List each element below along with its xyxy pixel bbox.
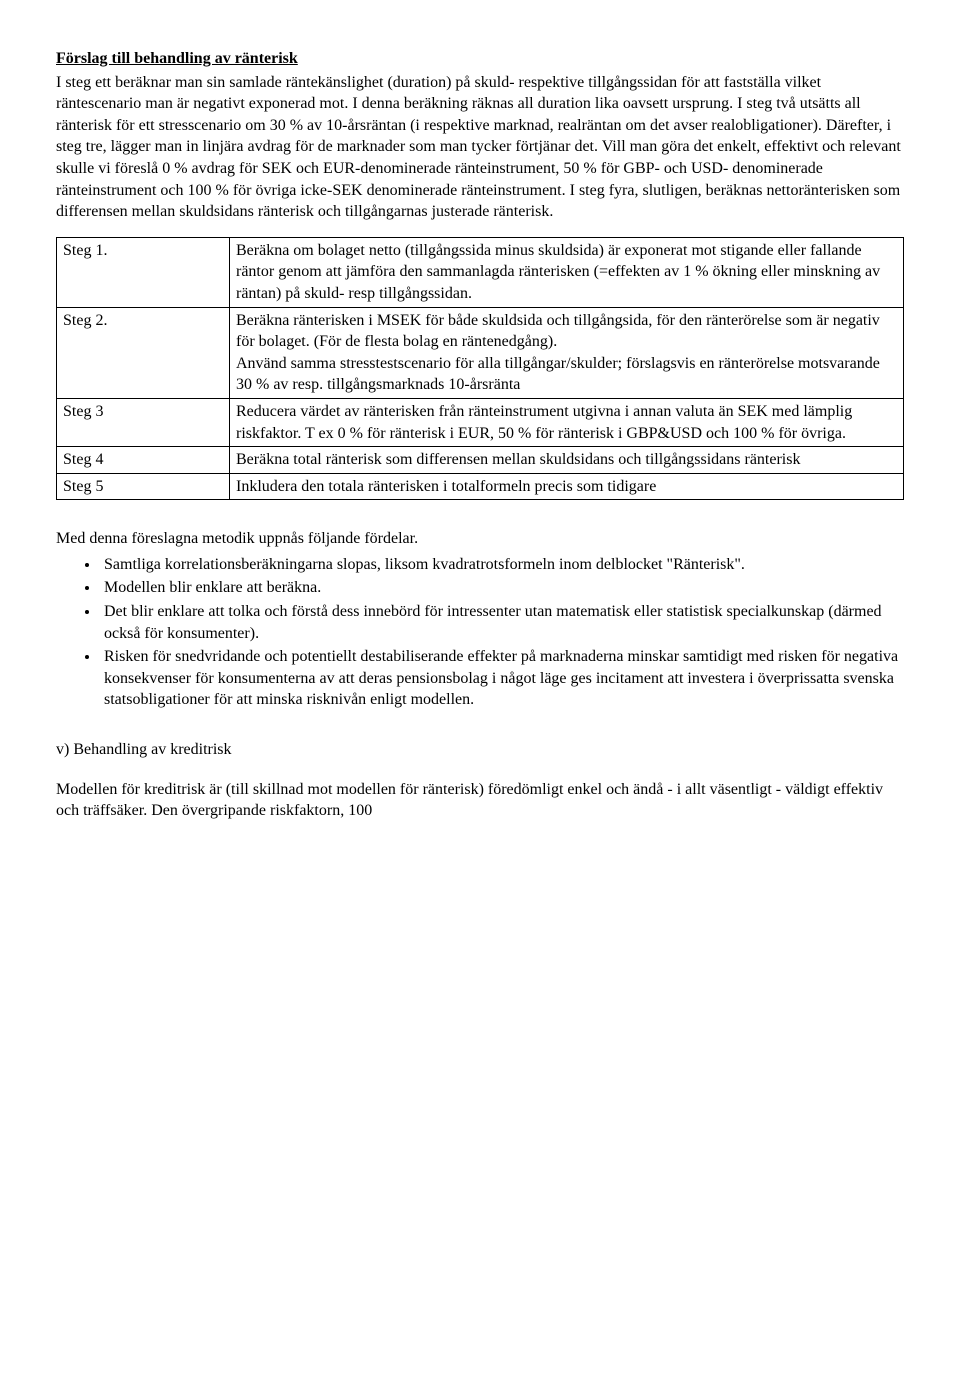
list-item: Samtliga korrelationsberäkningarna slopa… — [100, 554, 904, 576]
document-title: Förslag till behandling av ränterisk — [56, 48, 904, 70]
steps-table: Steg 1. Beräkna om bolaget netto (tillgå… — [56, 237, 904, 501]
table-row: Steg 1. Beräkna om bolaget netto (tillgå… — [57, 237, 904, 307]
step-body: Reducera värdet av ränterisken från ränt… — [230, 398, 904, 446]
section-heading: v) Behandling av kreditrisk — [56, 739, 904, 761]
table-row: Steg 2. Beräkna ränterisken i MSEK för b… — [57, 307, 904, 398]
list-item: Modellen blir enklare att beräkna. — [100, 577, 904, 599]
step-body: Inkludera den totala ränterisken i total… — [230, 473, 904, 500]
step-label: Steg 2. — [57, 307, 230, 398]
final-paragraph: Modellen för kreditrisk är (till skillna… — [56, 779, 904, 822]
advantages-list: Samtliga korrelationsberäkningarna slopa… — [56, 554, 904, 711]
step-label: Steg 1. — [57, 237, 230, 307]
table-row: Steg 5 Inkludera den totala ränterisken … — [57, 473, 904, 500]
intro-paragraph: I steg ett beräknar man sin samlade ränt… — [56, 72, 904, 223]
advantages-intro: Med denna föreslagna metodik uppnås följ… — [56, 528, 904, 550]
step-label: Steg 5 — [57, 473, 230, 500]
list-item: Det blir enklare att tolka och förstå de… — [100, 601, 904, 644]
step-body: Beräkna ränterisken i MSEK för både skul… — [230, 307, 904, 398]
table-row: Steg 3 Reducera värdet av ränterisken fr… — [57, 398, 904, 446]
step-body: Beräkna om bolaget netto (tillgångssida … — [230, 237, 904, 307]
list-item: Risken för snedvridande och potentiellt … — [100, 646, 904, 711]
step-label: Steg 3 — [57, 398, 230, 446]
step-body: Beräkna total ränterisk som differensen … — [230, 447, 904, 474]
table-row: Steg 4 Beräkna total ränterisk som diffe… — [57, 447, 904, 474]
step-label: Steg 4 — [57, 447, 230, 474]
